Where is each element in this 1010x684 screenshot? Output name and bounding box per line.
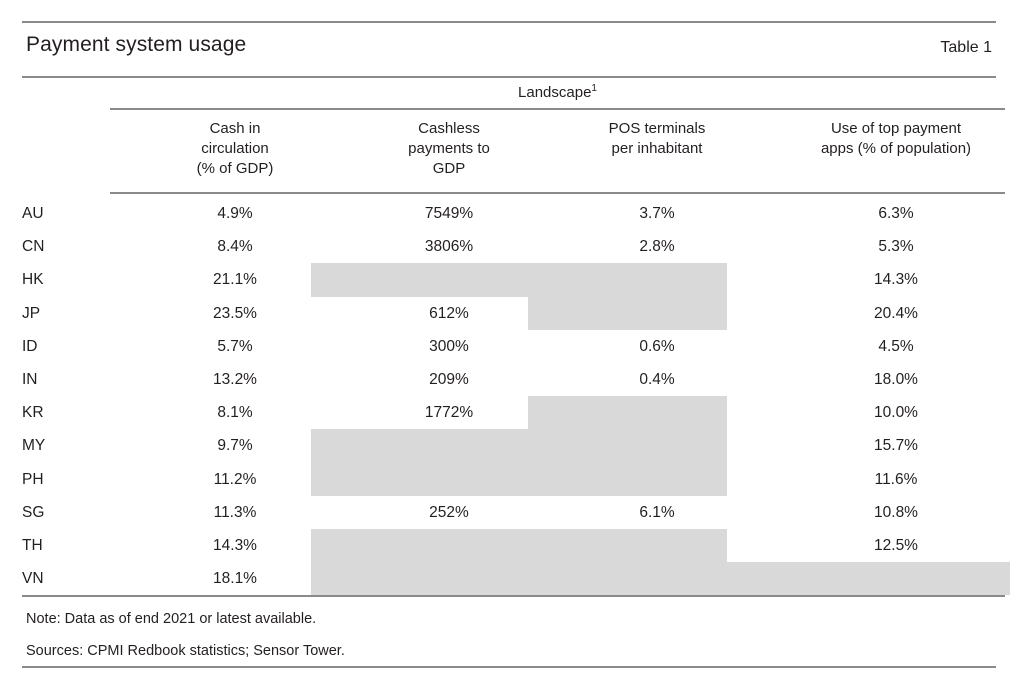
cell-cashless: 3806% — [424, 238, 474, 256]
column-header-pos: POS terminals per inhabitant — [556, 119, 758, 159]
row-label: HK — [22, 271, 44, 289]
cell-cash: 4.9% — [217, 205, 253, 222]
spanner-label: Landscape — [518, 84, 592, 101]
column-header-cashless: Cashless payments to GDP — [345, 119, 553, 179]
masked-cells-block — [311, 429, 727, 463]
row-label: SG — [22, 503, 45, 521]
cell-apps: 14.3% — [874, 271, 918, 289]
table-row: PH 11.2% 11.6% — [0, 462, 1010, 496]
title-rule — [22, 76, 996, 78]
spanner-footnote-marker: 1 — [591, 83, 597, 94]
body-bottom-rule — [22, 595, 1005, 597]
column-header-cash-line1: Cash in — [209, 120, 261, 137]
sources-line: Sources: CPMI Redbook statistics; Sensor… — [26, 643, 345, 659]
cell-cash: 5.7% — [217, 337, 253, 355]
table-row: SG 11.3% 252% 6.1% 10.8% — [0, 496, 1010, 529]
cell-cashless: 1772% — [424, 404, 474, 422]
row-label: ID — [22, 337, 38, 355]
column-header-pos-line1: POS terminals — [608, 120, 706, 137]
table-body: AU 4.9% 7549% 3.7% 6.3% CN 8.4% 3806% 2.8% 5.3% HK… — [0, 197, 1010, 596]
masked-cells-block — [528, 296, 727, 330]
column-header-cashless-line1: Cashless — [418, 120, 480, 137]
cell-cash: 11.3% — [213, 503, 257, 521]
table-row: MY 9.7% 15.7% — [0, 429, 1010, 463]
table-row: AU 4.9% 7549% 3.7% 6.3% — [0, 197, 1010, 230]
cell-cash: 18.1% — [213, 570, 257, 588]
table-row: CN 8.4% 3806% 2.8% 5.3% — [0, 230, 1010, 263]
masked-cells-block — [311, 528, 727, 563]
column-header-cashless-line3: GDP — [432, 160, 466, 177]
column-header-cash-line3: (% of GDP) — [196, 160, 274, 177]
column-header-cash-line2: circulation — [201, 140, 269, 157]
cell-cash: 13.2% — [213, 370, 257, 388]
cell-pos: 3.7% — [639, 205, 675, 222]
cell-cash: 9.7% — [217, 437, 253, 455]
table-number-label: Table 1 — [940, 39, 992, 56]
column-header-apps: Use of top payment apps (% of population… — [762, 119, 1010, 159]
page-title: Payment system usage — [26, 33, 247, 56]
cell-cashless: 7549% — [424, 205, 474, 222]
cell-apps: 12.5% — [874, 536, 918, 554]
table-row: KR 8.1% 1772% 10.0% — [0, 396, 1010, 430]
cell-cash: 23.5% — [213, 304, 257, 322]
column-header-cashless-line2: payments to — [408, 140, 490, 157]
cell-apps: 10.0% — [874, 404, 918, 422]
cell-apps: 4.5% — [878, 337, 914, 355]
header-rule — [110, 192, 1005, 194]
masked-cells-block — [528, 396, 727, 430]
bottom-rule — [22, 666, 996, 668]
cell-apps: 18.0% — [874, 370, 918, 388]
cell-cashless: 612% — [429, 304, 469, 322]
cell-cash: 8.4% — [217, 238, 253, 256]
row-label: VN — [22, 570, 44, 588]
cell-cash: 11.2% — [213, 470, 257, 488]
cell-pos: 0.4% — [639, 370, 675, 388]
table-row: TH 14.3% 12.5% — [0, 528, 1010, 563]
column-header-apps-line2: apps (% of population) — [820, 140, 972, 157]
masked-cells-block — [311, 462, 727, 496]
cell-apps: 5.3% — [878, 238, 914, 256]
cell-apps: 20.4% — [874, 304, 918, 322]
spanner-header: Landscape1 — [110, 83, 1005, 102]
table-row: VN 18.1% — [0, 562, 1010, 596]
table-row: ID 5.7% 300% 0.6% 4.5% — [0, 330, 1010, 363]
cell-cash: 14.3% — [213, 536, 257, 554]
cell-apps: 6.3% — [878, 205, 914, 222]
column-header-apps-line1: Use of top payment — [830, 120, 962, 137]
row-label: TH — [22, 536, 43, 554]
row-label: KR — [22, 404, 44, 422]
cell-apps: 10.8% — [874, 503, 918, 521]
cell-pos: 0.6% — [639, 337, 675, 355]
row-label: MY — [22, 437, 46, 455]
column-header-cash: Cash in circulation (% of GDP) — [130, 119, 340, 179]
masked-cells-block — [311, 263, 727, 297]
row-label: CN — [22, 238, 45, 256]
row-label: AU — [22, 205, 44, 222]
column-header-pos-line2: per inhabitant — [611, 140, 703, 157]
cell-cash: 8.1% — [217, 404, 253, 422]
table-notes: Note: Data as of end 2021 or latest avai… — [26, 603, 345, 667]
cell-cashless: 300% — [429, 337, 469, 355]
cell-pos: 2.8% — [639, 238, 675, 256]
cell-pos: 6.1% — [639, 503, 675, 521]
cell-cashless: 209% — [429, 370, 469, 388]
cell-cashless: 252% — [429, 503, 469, 521]
table-row: JP 23.5% 612% 20.4% — [0, 296, 1010, 330]
row-label: IN — [22, 370, 38, 388]
note-line: Note: Data as of end 2021 or latest avai… — [26, 611, 317, 627]
cell-cash: 21.1% — [213, 271, 257, 289]
masked-cells-block — [311, 562, 1010, 596]
spanner-rule — [110, 108, 1005, 110]
table-row: HK 21.1% 14.3% — [0, 263, 1010, 297]
table-row: IN 13.2% 209% 0.4% 18.0% — [0, 363, 1010, 396]
cell-apps: 11.6% — [874, 470, 918, 488]
row-label: PH — [22, 470, 44, 488]
cell-apps: 15.7% — [874, 437, 918, 455]
row-label: JP — [22, 304, 41, 322]
top-rule — [22, 21, 996, 23]
